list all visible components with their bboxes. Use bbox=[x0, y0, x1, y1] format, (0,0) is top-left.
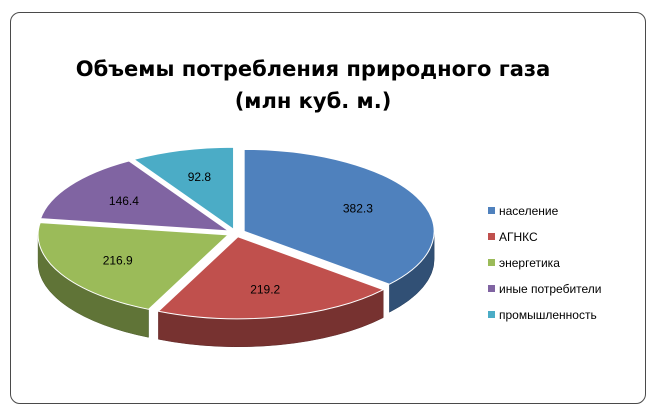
pie-layer bbox=[37, 146, 435, 348]
data-labels: 382.3 219.2 216.9 146.4 92.8 bbox=[103, 170, 374, 296]
data-label-1: 382.3 bbox=[343, 202, 373, 216]
chart-title: Объемы потребления природного газа bbox=[76, 57, 551, 81]
legend-label-2: АГНКС bbox=[499, 230, 538, 244]
pie-slice-4[interactable] bbox=[39, 160, 231, 232]
legend-label-4: иные потребители bbox=[499, 282, 602, 296]
pie-chart: Объемы потребления природного газа (млн … bbox=[37, 57, 602, 348]
legend-swatch-4 bbox=[488, 285, 495, 292]
pie-slice-1[interactable] bbox=[243, 148, 435, 285]
legend: население АГНКС энергетика иные потребители… bbox=[488, 204, 602, 322]
pie-slice-5[interactable] bbox=[132, 146, 235, 231]
pie-slice-3[interactable] bbox=[37, 222, 230, 310]
legend-swatch-3 bbox=[488, 259, 495, 266]
legend-label-1: население bbox=[499, 204, 559, 218]
data-label-2: 219.2 bbox=[250, 283, 280, 297]
legend-label-5: промышленность bbox=[499, 308, 597, 322]
legend-swatch-5 bbox=[488, 311, 495, 318]
legend-swatch-1 bbox=[488, 207, 495, 214]
data-label-4: 146.4 bbox=[109, 194, 139, 208]
legend-swatch-2 bbox=[488, 233, 495, 240]
data-label-5: 92.8 bbox=[188, 170, 212, 184]
chart-frame: Объемы потребления природного газа (млн … bbox=[10, 12, 646, 404]
legend-label-3: энергетика bbox=[499, 256, 560, 270]
data-label-3: 216.9 bbox=[103, 254, 133, 268]
pie-slice-2[interactable] bbox=[157, 236, 385, 320]
chart-subtitle: (млн куб. м.) bbox=[235, 89, 392, 113]
